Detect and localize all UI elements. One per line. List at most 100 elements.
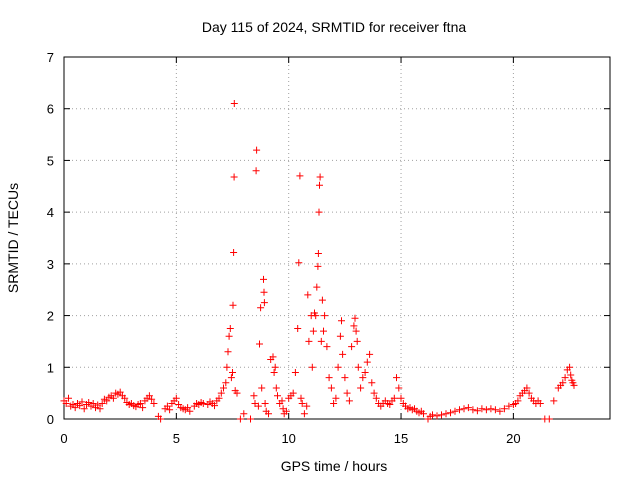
- data-point: [211, 402, 218, 410]
- data-point: [487, 405, 495, 413]
- data-point: [473, 407, 481, 415]
- data-point: [230, 249, 238, 256]
- data-point: [397, 394, 405, 402]
- data-point: [71, 404, 79, 412]
- data-point: [85, 399, 93, 406]
- data-point: [184, 404, 192, 412]
- data-point: [260, 299, 268, 307]
- data-point: [116, 388, 124, 396]
- data-point: [297, 394, 305, 402]
- data-point: [451, 407, 459, 415]
- data-point: [550, 397, 558, 405]
- y-tick-label: 2: [47, 309, 54, 324]
- data-point: [304, 291, 312, 299]
- data-point: [76, 402, 84, 410]
- data-point: [172, 394, 180, 402]
- y-tick-label: 7: [47, 50, 54, 65]
- data-point: [163, 402, 171, 410]
- data-point: [78, 398, 86, 406]
- data-point: [309, 327, 317, 335]
- data-point: [570, 381, 578, 389]
- chart-title: Day 115 of 2024, SRMTID for receiver ftn…: [202, 19, 467, 35]
- data-point: [393, 374, 400, 382]
- data-point: [523, 384, 531, 392]
- data-point: [438, 411, 445, 419]
- data-point: [478, 405, 486, 413]
- data-point: [370, 389, 378, 397]
- data-point: [224, 348, 232, 356]
- data-point: [316, 181, 323, 189]
- data-point: [65, 394, 72, 402]
- data-point: [525, 389, 533, 397]
- data-point: [318, 296, 326, 304]
- data-point: [229, 369, 236, 376]
- data-point: [215, 394, 223, 402]
- data-point: [339, 350, 347, 358]
- data-point: [561, 374, 569, 382]
- data-point: [289, 389, 297, 397]
- data-point: [336, 332, 344, 340]
- data-point: [357, 384, 365, 392]
- y-axis-label: SRMTID / TECUs: [5, 183, 21, 293]
- data-point: [361, 369, 369, 376]
- data-point: [222, 379, 230, 387]
- data-point: [313, 283, 321, 291]
- data-point: [109, 394, 117, 402]
- y-tick-label: 5: [47, 153, 54, 168]
- data-point: [363, 358, 371, 366]
- y-tick-label: 0: [47, 412, 54, 427]
- data-point: [348, 343, 356, 351]
- data-point: [278, 397, 286, 405]
- data-point: [217, 389, 225, 397]
- data-point: [442, 410, 450, 418]
- data-point: [199, 400, 207, 407]
- data-point: [256, 340, 263, 348]
- data-point: [350, 322, 358, 330]
- data-point: [456, 406, 463, 414]
- data-point: [300, 410, 308, 418]
- data-point: [559, 379, 567, 387]
- data-point: [327, 384, 335, 392]
- data-point: [303, 402, 311, 410]
- data-point: [291, 369, 299, 376]
- data-point: [225, 332, 233, 340]
- data-point: [323, 343, 331, 351]
- data-point: [223, 363, 231, 371]
- data-point: [354, 363, 362, 371]
- y-tick-label: 3: [47, 257, 54, 272]
- data-point: [500, 405, 508, 413]
- data-point: [226, 325, 234, 332]
- data-point: [567, 371, 575, 379]
- data-point: [250, 392, 258, 400]
- data-point: [338, 317, 345, 325]
- plot-frame: [63, 56, 611, 420]
- points-layer: [60, 100, 578, 423]
- data-point: [514, 397, 522, 405]
- data-point: [271, 363, 279, 371]
- x-axis-label: GPS time / hours: [281, 458, 388, 474]
- data-point: [227, 374, 235, 382]
- data-point: [496, 407, 504, 415]
- data-point: [395, 384, 403, 392]
- data-point: [469, 406, 477, 414]
- data-point: [316, 173, 324, 181]
- data-point: [505, 402, 513, 410]
- data-point: [96, 405, 104, 413]
- data-point: [229, 301, 237, 309]
- data-point: [230, 173, 238, 181]
- grid-layer: [64, 57, 610, 419]
- y-tick-label: 1: [47, 360, 54, 375]
- data-point: [150, 400, 158, 407]
- data-point: [282, 407, 290, 415]
- data-point: [80, 405, 88, 413]
- data-point: [343, 389, 351, 397]
- data-point: [491, 406, 499, 414]
- data-point: [372, 394, 380, 402]
- y-tick-label: 4: [47, 205, 54, 220]
- data-point: [252, 167, 260, 175]
- data-point: [334, 363, 342, 371]
- data-point: [260, 288, 268, 296]
- data-point: [240, 410, 248, 418]
- data-point: [460, 405, 468, 413]
- data-point: [258, 384, 266, 392]
